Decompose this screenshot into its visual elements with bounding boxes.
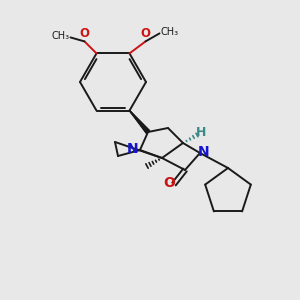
Text: O: O: [80, 27, 89, 40]
Polygon shape: [130, 111, 149, 133]
Text: N: N: [127, 142, 139, 156]
Text: O: O: [140, 27, 151, 40]
Text: H: H: [196, 125, 206, 139]
Polygon shape: [130, 111, 149, 133]
Text: N: N: [198, 145, 210, 159]
Text: CH₃: CH₃: [160, 27, 178, 38]
Text: O: O: [163, 176, 175, 190]
Text: CH₃: CH₃: [51, 32, 70, 41]
